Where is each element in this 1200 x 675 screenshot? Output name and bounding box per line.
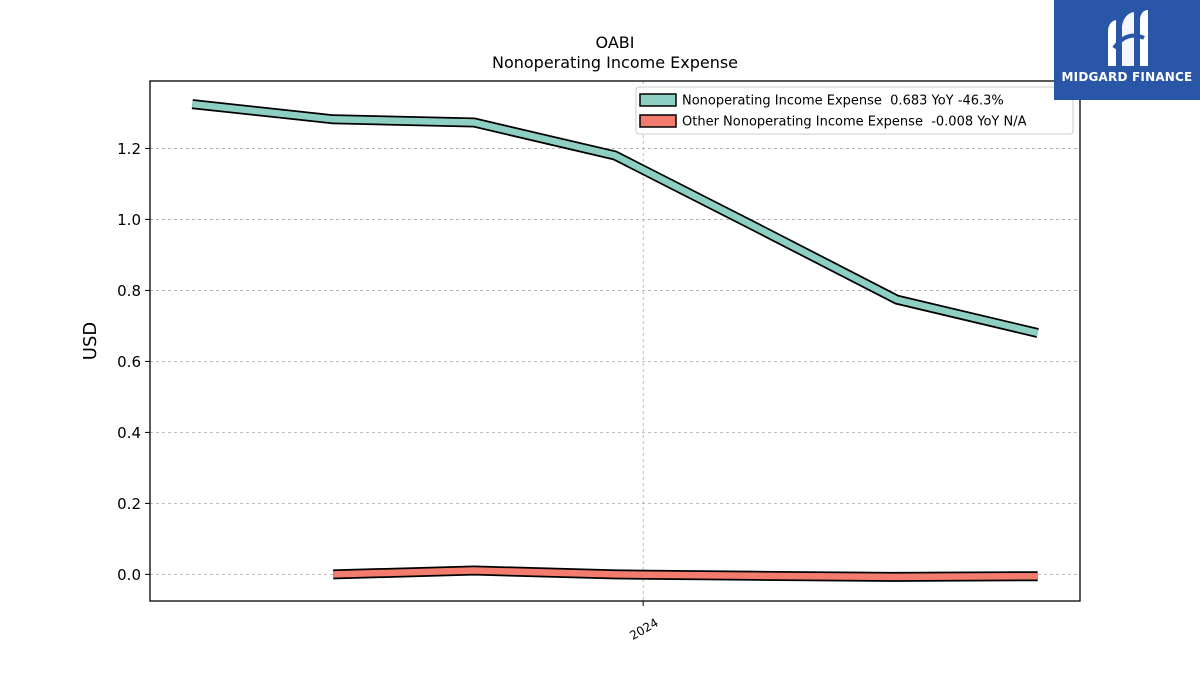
x-tick-label: 2024 xyxy=(627,615,660,642)
chart-title: OABI xyxy=(596,33,635,52)
plot-frame xyxy=(149,80,1081,602)
x-axis-ticks: 2024 xyxy=(627,601,661,643)
y-tick-label: 0.2 xyxy=(117,495,141,513)
legend-label-nonoperating-income-expense: Nonoperating Income Expense 0.683 YoY -4… xyxy=(682,94,1004,109)
y-tick-label: 0.4 xyxy=(117,424,141,442)
brand-logo: MIDGARD FINANCE xyxy=(1054,0,1200,100)
chart-subtitle: Nonoperating Income Expense xyxy=(492,53,738,72)
y-tick-label: 0.8 xyxy=(117,282,141,300)
y-tick-label: 0.0 xyxy=(117,566,141,584)
series-outline-nonoperating-income-expense xyxy=(191,99,1039,338)
grid xyxy=(150,81,1080,601)
brand-name: MIDGARD FINANCE xyxy=(1061,70,1193,84)
legend-swatch-other-nonoperating-income-expense xyxy=(639,114,677,128)
y-tick-label: 0.6 xyxy=(117,353,141,371)
legend-swatch-nonoperating-income-expense xyxy=(639,93,677,107)
y-tick-label: 1.2 xyxy=(117,140,141,158)
series-line-nonoperating-income-expense xyxy=(191,100,1039,337)
legend-box xyxy=(635,86,1074,135)
y-axis-label: USD xyxy=(80,322,101,360)
series-lines xyxy=(191,99,1039,582)
legend: Nonoperating Income Expense 0.683 YoY -4… xyxy=(635,86,1074,135)
series-line-other-nonoperating-income-expense xyxy=(333,567,1038,581)
legend-label-other-nonoperating-income-expense: Other Nonoperating Income Expense -0.008… xyxy=(682,115,1027,130)
y-axis-ticks: 0.0 0.2 0.4 0.6 0.8 1.0 1.2 xyxy=(117,140,150,584)
brand-mark-icon xyxy=(1108,10,1148,66)
y-tick-label: 1.0 xyxy=(117,211,141,229)
